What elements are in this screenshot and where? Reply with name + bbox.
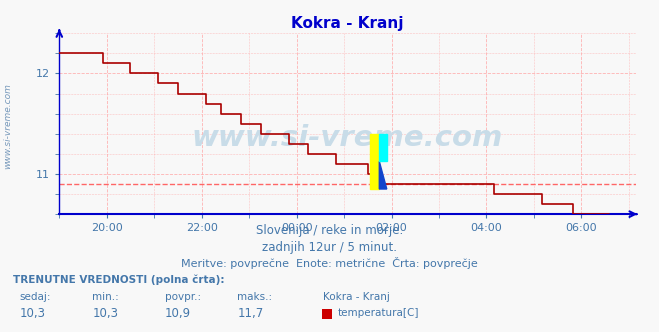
Text: temperatura[C]: temperatura[C] bbox=[338, 308, 420, 318]
Bar bbox=[370, 134, 380, 189]
Text: sedaj:: sedaj: bbox=[20, 292, 51, 302]
Text: povpr.:: povpr.: bbox=[165, 292, 201, 302]
Text: 10,3: 10,3 bbox=[92, 307, 118, 320]
Title: Kokra - Kranj: Kokra - Kranj bbox=[291, 16, 404, 31]
Text: TRENUTNE VREDNOSTI (polna črta):: TRENUTNE VREDNOSTI (polna črta): bbox=[13, 274, 225, 285]
Text: Slovenija / reke in morje.: Slovenija / reke in morje. bbox=[256, 224, 403, 237]
Text: 10,3: 10,3 bbox=[20, 307, 45, 320]
Text: www.si-vreme.com: www.si-vreme.com bbox=[3, 83, 13, 169]
Text: maks.:: maks.: bbox=[237, 292, 272, 302]
Text: zadnjih 12ur / 5 minut.: zadnjih 12ur / 5 minut. bbox=[262, 241, 397, 254]
Text: Kokra - Kranj: Kokra - Kranj bbox=[323, 292, 389, 302]
Bar bbox=[380, 134, 387, 161]
Text: 11,7: 11,7 bbox=[237, 307, 264, 320]
Polygon shape bbox=[380, 161, 387, 189]
Text: 10,9: 10,9 bbox=[165, 307, 191, 320]
Text: min.:: min.: bbox=[92, 292, 119, 302]
Text: www.si-vreme.com: www.si-vreme.com bbox=[192, 124, 503, 152]
Text: Meritve: povprečne  Enote: metrične  Črta: povprečje: Meritve: povprečne Enote: metrične Črta:… bbox=[181, 257, 478, 269]
